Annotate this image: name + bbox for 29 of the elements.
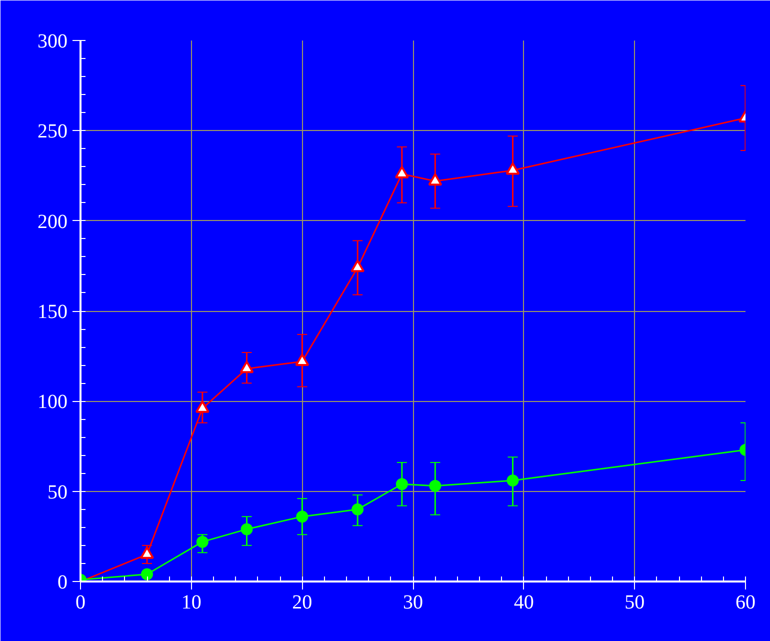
x-tick-label: 0 [76, 592, 86, 614]
point [295, 354, 310, 366]
x-tick-label: 40 [514, 592, 534, 614]
point [240, 360, 254, 374]
point [350, 260, 365, 272]
y-tick-label: 50 [48, 481, 68, 504]
point [196, 536, 208, 548]
point [428, 173, 442, 186]
point [429, 480, 442, 492]
x-tick-label: 50 [624, 592, 645, 614]
point [240, 523, 253, 536]
y-tick-label: 250 [38, 120, 68, 143]
point [195, 400, 210, 413]
point [394, 166, 409, 178]
point [141, 568, 153, 580]
x-tick-label: 60 [736, 592, 756, 614]
y-tick-label: 300 [38, 30, 68, 52]
y-tick-label: 150 [38, 301, 68, 323]
point [396, 478, 408, 490]
point [352, 503, 364, 516]
x-tick-label: 20 [292, 592, 312, 614]
y-tick-label: 200 [38, 210, 68, 233]
x-tick-label: 10 [181, 592, 202, 614]
x-tick-label: 30 [403, 592, 423, 614]
y-tick-label: 100 [38, 391, 68, 414]
point [296, 510, 308, 523]
y-tick-label: 0 [58, 572, 68, 594]
point [506, 162, 520, 175]
point [506, 474, 519, 486]
